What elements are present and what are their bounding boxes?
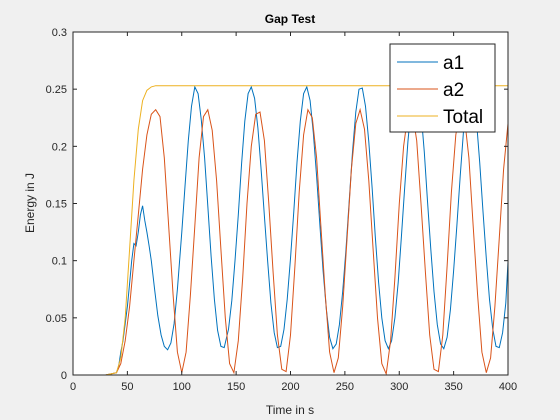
- x-tick-label: 100: [173, 381, 191, 393]
- x-tick-label: 300: [390, 381, 408, 393]
- x-axis-label: Time in s: [266, 403, 314, 417]
- legend: a1 a2 Total: [389, 43, 496, 133]
- legend-label-a1: a1: [443, 53, 464, 74]
- chart-title: Gap Test: [265, 12, 315, 26]
- y-tick-label: 0: [61, 370, 67, 382]
- x-tick-label: 250: [336, 381, 354, 393]
- x-tick-label: 400: [499, 381, 517, 393]
- y-tick-label: 0.05: [46, 313, 67, 325]
- series-layer: [73, 85, 509, 376]
- axes-layer: 0 50 100 150 200 250 300 350 400 0 0.05 0.1 0.15 0.2 0…: [46, 27, 518, 393]
- y-tick-label: 0.3: [52, 27, 67, 39]
- legend-box: [389, 43, 496, 133]
- y-axis-label: Energy in J: [23, 173, 37, 233]
- x-tick-label: 200: [281, 381, 299, 393]
- series-line-a2: [73, 107, 509, 376]
- y-tick-label: 0.2: [52, 141, 67, 153]
- x-tick-label: 150: [227, 381, 245, 393]
- x-tick-label: 50: [121, 381, 133, 393]
- legend-label-total: Total: [443, 107, 483, 128]
- series-line-a1: [73, 85, 509, 376]
- y-tick-label: 0.15: [46, 199, 67, 211]
- x-tick-label: 0: [70, 381, 76, 393]
- legend-label-a2: a2: [443, 80, 464, 101]
- series-line-total: [73, 85, 508, 376]
- y-tick-label: 0.1: [52, 256, 67, 268]
- y-tick-label: 0.25: [46, 84, 67, 96]
- x-tick-label: 350: [444, 381, 462, 393]
